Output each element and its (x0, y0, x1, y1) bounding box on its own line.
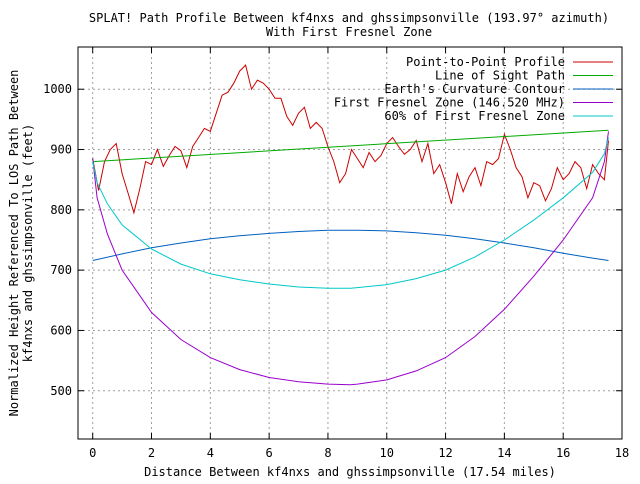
x-tick-label: 18 (615, 446, 629, 460)
series-line-4 (92, 137, 609, 289)
chart-subtitle: With First Fresnel Zone (266, 25, 432, 39)
plot-frame (77, 46, 623, 440)
series-group (92, 64, 609, 386)
y-tick-label: 1000 (43, 82, 72, 96)
x-tick-label: 2 (148, 446, 155, 460)
x-tick-label: 12 (438, 446, 452, 460)
x-tick-label: 10 (380, 446, 394, 460)
legend-label-3: First Fresnel Zone (146.520 MHz) (334, 96, 565, 110)
y-tick-label: 900 (50, 143, 72, 157)
y-axis-label-line1: Normalized Height Referenced To LOS Path… (7, 70, 21, 417)
x-tick-label: 16 (556, 446, 570, 460)
series-line-0 (92, 64, 609, 215)
legend-label-4: 60% of First Fresnel Zone (384, 109, 565, 123)
grid-lines (78, 47, 623, 439)
y-tick-label: 500 (50, 384, 72, 398)
x-axis-label: Distance Between kf4nxs and ghssimpsonvi… (144, 465, 556, 479)
y-tick-label: 800 (50, 203, 72, 217)
legend-label-0: Point-to-Point Profile (406, 55, 565, 69)
y-tick-label: 700 (50, 263, 72, 277)
x-tick-label: 0 (89, 446, 96, 460)
x-tick-label: 14 (497, 446, 511, 460)
series-line-3 (92, 131, 609, 386)
legend-label-2: Earth's Curvature Contour (384, 82, 565, 96)
chart-title: SPLAT! Path Profile Between kf4nxs and g… (89, 11, 609, 25)
legend-label-1: Line of Sight Path (435, 69, 565, 83)
x-tick-label: 6 (266, 446, 273, 460)
y-axis-label-line2: kf4nxs and ghssimpsonville (feet) (21, 124, 35, 362)
series-line-2 (92, 229, 609, 261)
x-tick-label: 8 (324, 446, 331, 460)
axis-ticks: 0 2 4 6 8 10 12 14 16 18 500 600 700 800 900 1000 (43, 47, 629, 460)
x-tick-label: 4 (207, 446, 214, 460)
y-tick-label: 600 (50, 323, 72, 337)
series-line-1 (92, 129, 609, 163)
